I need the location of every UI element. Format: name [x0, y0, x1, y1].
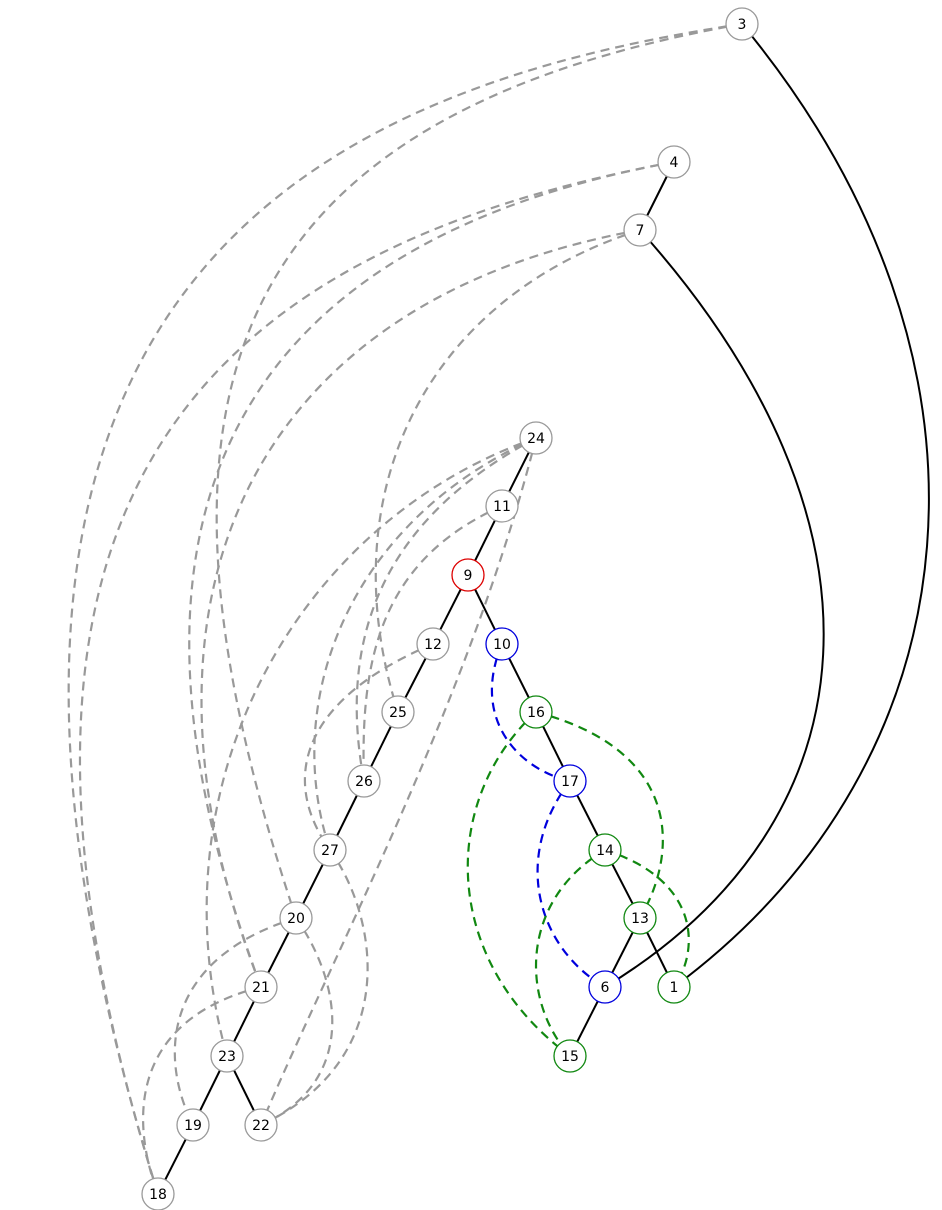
node-24: 24 [519, 421, 553, 455]
node-16: 16 [519, 695, 553, 729]
back-edge-24-27 [313, 436, 537, 851]
node-circle [553, 764, 587, 798]
node-label: 23 [218, 1049, 236, 1065]
node-label: 20 [287, 911, 305, 927]
node-20: 20 [279, 901, 313, 935]
node-label: 13 [631, 911, 649, 927]
node-21: 21 [244, 970, 278, 1004]
node-1: 1 [657, 970, 691, 1004]
node-25: 25 [381, 695, 415, 729]
back-edge-14-15 [535, 849, 606, 1057]
node-label: 17 [561, 774, 579, 790]
back-edge-12-27 [303, 642, 434, 851]
node-11: 11 [485, 489, 519, 523]
node-circle [519, 421, 553, 455]
back-edge-20-19 [173, 916, 297, 1126]
node-circle [176, 1108, 210, 1142]
back-edge-4-18 [78, 160, 675, 1195]
node-label: 11 [493, 499, 511, 515]
node-circle [623, 213, 657, 247]
node-circle [553, 1039, 587, 1073]
back-edge-3-18 [67, 22, 743, 1195]
back-edge-14-1 [604, 848, 690, 988]
node-label: 3 [738, 17, 747, 33]
node-circle [657, 145, 691, 179]
node-15: 15 [553, 1039, 587, 1073]
node-4: 4 [657, 145, 691, 179]
back-edge-17-6 [536, 780, 606, 988]
node-circle [485, 489, 519, 523]
node-22: 22 [244, 1108, 278, 1142]
node-12: 12 [416, 627, 450, 661]
node-circle [725, 7, 759, 41]
back-edge-27-22 [260, 849, 369, 1126]
node-label: 7 [636, 223, 645, 239]
node-circle [141, 1177, 175, 1210]
node-label: 4 [670, 155, 679, 171]
back-edge-10-17 [490, 643, 571, 783]
node-19: 19 [176, 1108, 210, 1142]
tree-edge-7-6 [604, 229, 825, 988]
node-label: 9 [464, 568, 473, 584]
node-label: 18 [149, 1187, 167, 1203]
node-label: 24 [527, 431, 545, 447]
node-label: 26 [355, 774, 373, 790]
node-label: 16 [527, 705, 545, 721]
node-23: 23 [210, 1039, 244, 1073]
node-6: 6 [588, 970, 622, 1004]
node-circle [588, 970, 622, 1004]
back-edge-7-25 [374, 228, 641, 713]
node-circle [416, 627, 450, 661]
node-label: 14 [596, 843, 614, 859]
node-label: 10 [493, 637, 511, 653]
node-label: 25 [389, 705, 407, 721]
node-label: 21 [252, 980, 270, 996]
node-circle [519, 695, 553, 729]
edge-layer [67, 22, 930, 1195]
node-label: 27 [321, 843, 339, 859]
node-circle [623, 901, 657, 935]
node-label: 22 [252, 1118, 270, 1134]
node-26: 26 [347, 764, 381, 798]
back-edge-24-26 [355, 437, 537, 782]
node-13: 13 [623, 901, 657, 935]
node-3: 3 [725, 7, 759, 41]
node-circle [381, 695, 415, 729]
node-label: 12 [424, 637, 442, 653]
node-circle [451, 558, 485, 592]
node-7: 7 [623, 213, 657, 247]
node-circle [347, 764, 381, 798]
node-circle [210, 1039, 244, 1073]
node-layer: 1346791011121314151617181920212223242526… [141, 7, 759, 1210]
node-18: 18 [141, 1177, 175, 1210]
node-27: 27 [313, 833, 347, 867]
node-9: 9 [451, 558, 485, 592]
node-circle [244, 970, 278, 1004]
node-circle [279, 901, 313, 935]
node-label: 6 [601, 980, 610, 996]
node-circle [313, 833, 347, 867]
node-label: 15 [561, 1049, 579, 1065]
back-edge-16-13 [535, 710, 664, 919]
tree-edge-3-1 [673, 23, 930, 988]
back-edge-20-22 [260, 917, 334, 1127]
node-17: 17 [553, 764, 587, 798]
node-circle [588, 833, 622, 867]
node-circle [485, 627, 519, 661]
node-label: 1 [670, 980, 679, 996]
node-14: 14 [588, 833, 622, 867]
back-edge-24-23 [205, 436, 537, 1057]
back-edge-3-20 [215, 22, 743, 919]
back-edge-24-22 [259, 437, 538, 1126]
back-edge-16-15 [466, 711, 571, 1057]
node-circle [244, 1108, 278, 1142]
node-circle [657, 970, 691, 1004]
node-10: 10 [485, 627, 519, 661]
back-edge-21-18 [142, 985, 262, 1195]
node-label: 19 [184, 1118, 202, 1134]
back-edge-11-26 [362, 504, 503, 782]
